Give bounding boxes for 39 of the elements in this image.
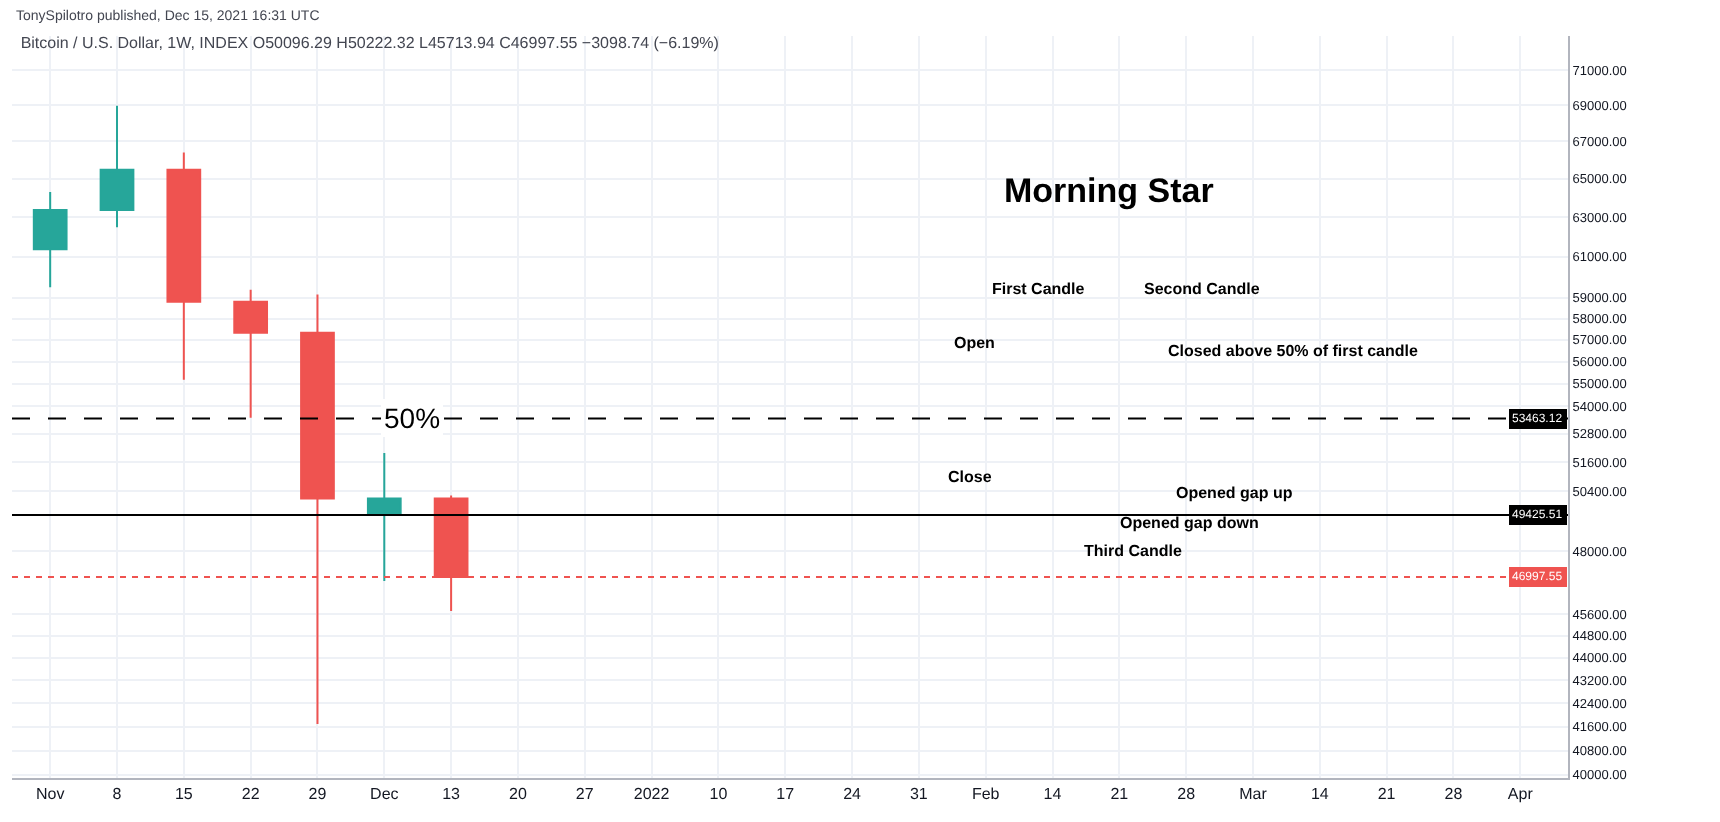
candlestick: [366, 451, 402, 583]
annotation: Open: [954, 334, 996, 352]
annotation: Second Candle: [1144, 280, 1261, 298]
x-tick-label: 2022: [633, 785, 671, 804]
annotation: Closed above 50% of first candle: [1168, 342, 1419, 360]
x-tick-label: 8: [112, 785, 123, 804]
annotation: Third Candle: [1084, 542, 1183, 560]
x-tick-label: 17: [776, 785, 796, 804]
x-tick-label: 13: [442, 785, 462, 804]
x-tick-label: 28: [1444, 785, 1464, 804]
x-tick-label: 31: [909, 785, 929, 804]
annotation: Close: [948, 468, 993, 486]
annotation: 50%: [384, 402, 441, 434]
x-tick-label: 28: [1177, 785, 1197, 804]
x-tick-label: 20: [509, 785, 528, 804]
x-tick-label: 15: [174, 785, 194, 804]
x-tick-label: 10: [709, 785, 729, 804]
x-tick-label: 21: [1110, 785, 1130, 804]
x-tick-label: Mar: [1239, 785, 1268, 804]
x-tick-label: 27: [575, 785, 595, 804]
candlestick: [166, 151, 202, 381]
x-tick-label: 29: [308, 785, 328, 804]
annotation: Opened gap down: [1120, 514, 1259, 532]
x-tick-label: 14: [1043, 785, 1063, 804]
candlestick: [233, 288, 269, 419]
x-tick-label: Nov: [35, 785, 65, 804]
candlestick: [99, 104, 135, 229]
x-tick-label: Feb: [971, 785, 1001, 804]
x-tick-label: 24: [843, 785, 863, 804]
x-tick-label: Dec: [370, 785, 399, 804]
x-tick-label: 21: [1377, 785, 1397, 804]
chart-title: Bitcoin / U.S. Dollar, 1W, INDEX O50096.29 H50222.32 L45713.94 C46997.55 −3098.74 (−6.19%): [20, 34, 720, 53]
annotation: First Candle: [992, 280, 1086, 298]
x-tick-label: 22: [241, 785, 261, 804]
annotation: Morning Star: [1004, 172, 1215, 210]
annotation: Opened gap up: [1176, 484, 1293, 502]
x-tick-label: 14: [1310, 785, 1330, 804]
candlestick: [32, 190, 68, 289]
x-tick-label: Apr: [1507, 785, 1534, 804]
